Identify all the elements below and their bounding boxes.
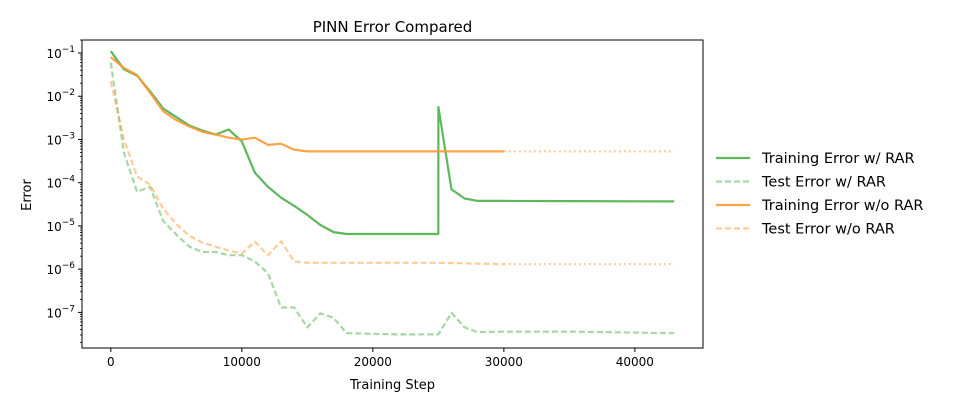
y-tick-label-6: 10−7 — [46, 304, 75, 320]
y-tick-label-4: 10−5 — [46, 218, 75, 234]
series-line-0 — [109, 50, 675, 236]
series-layer — [109, 50, 675, 336]
plot-frame — [81, 39, 704, 349]
legend-label-2: Training Error w/o RAR — [761, 198, 923, 214]
x-tick-label-0: 0 — [107, 355, 115, 369]
chart-title: PINN Error Compared — [313, 18, 473, 36]
x-tick-label-3: 30000 — [485, 355, 523, 369]
y-tick-label-2: 10−3 — [46, 131, 75, 147]
series-line-1 — [109, 62, 675, 336]
axes-layer: 0 10000 20000 30000 40000 10−1 10−2 10−3 10−4 10−… — [46, 39, 704, 369]
x-tick-label-2: 20000 — [354, 355, 392, 369]
y-tick-label-3: 10−4 — [46, 175, 75, 191]
x-tick-label-4: 40000 — [616, 355, 654, 369]
y-tick-label-0: 10−1 — [46, 45, 75, 61]
y-tick-label-5: 10−6 — [46, 261, 75, 277]
y-tick-label-1: 10−2 — [46, 88, 75, 104]
legend: Training Error w/ RAR Test Error w/ RAR Tr… — [716, 151, 923, 238]
series-line-4 — [109, 81, 504, 266]
legend-label-0: Training Error w/ RAR — [761, 151, 915, 167]
y-axis-label: Error — [20, 179, 35, 211]
legend-label-3: Test Error w/o RAR — [761, 222, 895, 238]
x-tick-label-1: 10000 — [223, 355, 261, 369]
x-axis-label: Training Step — [349, 378, 435, 393]
series-line-2 — [110, 56, 504, 153]
legend-label-1: Test Error w/ RAR — [761, 175, 886, 191]
